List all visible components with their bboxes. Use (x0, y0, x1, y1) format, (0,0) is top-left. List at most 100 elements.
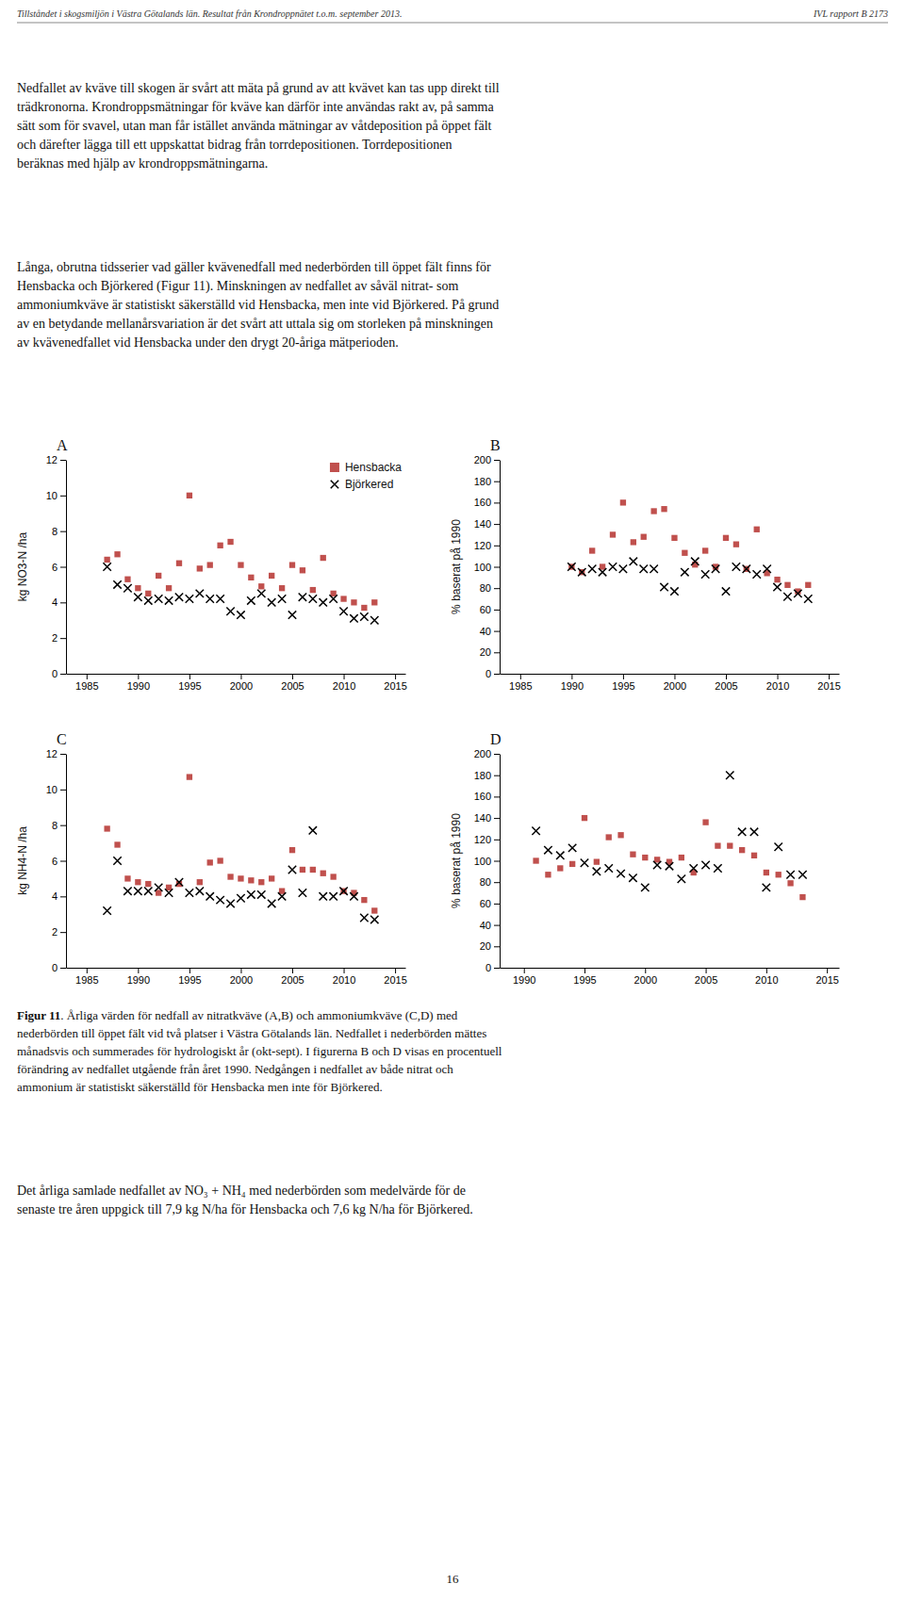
y-tick: 160 (474, 496, 500, 509)
point (371, 599, 378, 606)
point (144, 596, 152, 605)
series (568, 499, 811, 595)
x-tick: 2015 (383, 968, 407, 987)
y-tick: 140 (474, 812, 500, 824)
plot-area (102, 493, 379, 626)
paragraph: Det årliga samlade nedfallet av NO₃ + NH… (16, 1184, 474, 1218)
point (773, 576, 780, 583)
point (114, 841, 120, 848)
point (628, 873, 637, 882)
point (360, 612, 368, 621)
point (619, 565, 627, 574)
chart-title: B (490, 437, 501, 454)
x-tick-label: 1995 (573, 974, 596, 987)
point (617, 832, 624, 839)
x-tick: 2000 (634, 968, 658, 987)
x-tick-mark (584, 968, 586, 974)
y-tick: 2 (51, 926, 66, 938)
paragraph-line: Långa, obrutna tidsserier vad gäller kvä… (16, 260, 492, 275)
legend-swatch (329, 462, 340, 473)
point (320, 555, 327, 561)
x-tick: 1985 (75, 968, 99, 987)
y-tick: 0 (51, 962, 66, 974)
y-tick: 0 (485, 668, 500, 680)
x-tick-mark (520, 674, 522, 680)
y-axis-line (65, 460, 67, 675)
point (329, 873, 336, 880)
y-tick-mark (493, 524, 500, 526)
chart: 1990199520002005201020150204060801001201… (449, 731, 840, 987)
point (164, 888, 173, 897)
point (725, 771, 734, 779)
y-tick: 4 (51, 596, 66, 609)
x-tick-mark (344, 674, 346, 680)
point (616, 870, 625, 878)
paragraph-line: av kvävenedfallet vid Hensbacka under de… (16, 335, 399, 350)
legend-label: Hensbacka (345, 460, 402, 475)
point (569, 861, 576, 868)
legend-item: Björkered (330, 477, 395, 492)
x-tick: 1990 (512, 968, 536, 987)
point (236, 894, 245, 903)
y-tick-mark (60, 932, 66, 934)
point (799, 894, 806, 901)
paragraph-line: och därefter lägga till ett uppskattat b… (16, 137, 452, 152)
y-tick-label: 0 (485, 962, 492, 974)
y-axis: 024681012 (46, 454, 67, 680)
y-tick: 0 (51, 668, 66, 680)
y-tick-mark (60, 789, 66, 791)
point (102, 562, 111, 571)
paragraph-line: beräknas med hjälp av krondroppsmätninga… (16, 156, 268, 171)
y-axis-line (499, 755, 501, 970)
y-tick-mark (493, 925, 500, 927)
series (103, 773, 378, 914)
caption-text: månadsvis och summerades för hydrologisk… (16, 1044, 503, 1059)
x-tick-label: 2015 (817, 680, 840, 692)
point (762, 565, 771, 574)
point (185, 594, 194, 603)
y-tick-label: 140 (474, 812, 492, 824)
point (742, 565, 751, 574)
point (267, 900, 276, 908)
x-tick-label: 2010 (332, 974, 356, 987)
point (349, 614, 358, 623)
x-tick: 2005 (280, 968, 304, 987)
point (580, 859, 589, 868)
y-tick-mark (60, 602, 66, 604)
point (309, 826, 317, 835)
chart: 1985199019952000200520102015024681012kg … (16, 437, 408, 692)
x-tick-label: 1990 (127, 974, 150, 987)
point (349, 892, 358, 901)
point (236, 610, 245, 619)
y-tick: 80 (479, 582, 500, 594)
y-tick-label: 20 (479, 646, 492, 659)
point (298, 592, 307, 601)
point (556, 852, 564, 860)
point (154, 884, 163, 892)
caption: Figur 11. Årliga värden för nedfall av n… (16, 1008, 503, 1095)
x-tick: 2010 (332, 674, 356, 692)
point (196, 887, 204, 895)
y-tick-label: 160 (474, 790, 492, 803)
y-tick: 10 (46, 784, 66, 796)
point (215, 896, 224, 905)
y-tick-mark (493, 674, 500, 675)
point (320, 871, 327, 877)
y-tick: 80 (479, 876, 500, 889)
y-tick-label: 12 (46, 454, 58, 466)
point (278, 594, 286, 603)
paragraph-line: av en betydande mellanårsvariation är de… (16, 316, 494, 331)
x-axis: 1985199019952000200520102015 (66, 968, 408, 987)
caption-line: förändring av nedfallet utgående från år… (16, 1062, 454, 1077)
point (360, 914, 368, 922)
y-tick: 12 (46, 454, 66, 466)
point (531, 827, 540, 836)
point (123, 887, 132, 895)
x-tick-mark (86, 674, 88, 680)
point (340, 595, 346, 602)
point (701, 570, 709, 578)
point (763, 870, 770, 876)
x-tick-label: 2015 (383, 680, 407, 692)
point (660, 506, 667, 512)
paragraph: Nedfallet av kväve till skogen är svårt … (16, 81, 500, 171)
